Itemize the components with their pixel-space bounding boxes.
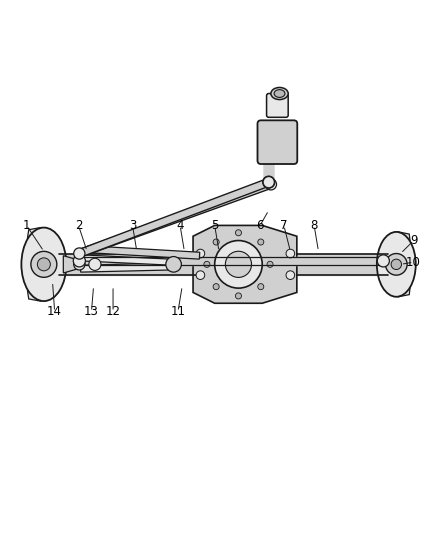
Text: 2: 2 [75,219,82,232]
Circle shape [213,284,219,290]
Circle shape [286,271,295,279]
Text: 10: 10 [406,256,421,269]
Text: 11: 11 [170,305,185,318]
Ellipse shape [377,232,416,297]
Circle shape [385,254,407,275]
Polygon shape [64,256,78,273]
Circle shape [263,176,274,188]
Text: 14: 14 [47,305,62,318]
Text: 3: 3 [129,219,136,232]
Circle shape [204,261,210,268]
Text: 1: 1 [23,219,30,232]
Polygon shape [78,181,272,257]
Circle shape [74,248,85,259]
Circle shape [263,176,275,188]
FancyBboxPatch shape [267,93,288,117]
Polygon shape [28,286,50,301]
Circle shape [166,256,181,272]
Circle shape [37,258,50,271]
Text: 13: 13 [84,305,99,318]
Text: 8: 8 [311,219,318,232]
Circle shape [213,239,219,245]
Circle shape [258,284,264,290]
Circle shape [215,240,262,288]
Circle shape [391,259,402,270]
Text: 9: 9 [410,234,417,247]
Circle shape [196,271,205,279]
Ellipse shape [271,87,288,100]
Circle shape [267,261,273,268]
Circle shape [73,255,85,267]
FancyBboxPatch shape [258,120,297,164]
Circle shape [258,239,264,245]
Polygon shape [28,228,50,243]
Text: 5: 5 [211,219,219,232]
Polygon shape [81,263,172,272]
Circle shape [286,249,295,258]
Polygon shape [78,179,270,257]
Polygon shape [88,246,200,259]
Circle shape [226,251,251,277]
Ellipse shape [21,228,66,301]
Polygon shape [392,232,410,245]
Text: 6: 6 [256,219,264,232]
Polygon shape [193,225,297,303]
Text: 7: 7 [280,219,288,232]
Circle shape [236,230,241,236]
Text: 4: 4 [177,219,184,232]
Circle shape [196,249,205,258]
Circle shape [236,293,241,299]
Ellipse shape [274,90,285,98]
Circle shape [265,179,276,190]
Circle shape [89,259,101,270]
Polygon shape [392,284,410,297]
Polygon shape [81,255,172,265]
Circle shape [377,255,389,267]
Circle shape [31,252,57,277]
Circle shape [74,259,85,270]
Text: 12: 12 [106,305,120,318]
